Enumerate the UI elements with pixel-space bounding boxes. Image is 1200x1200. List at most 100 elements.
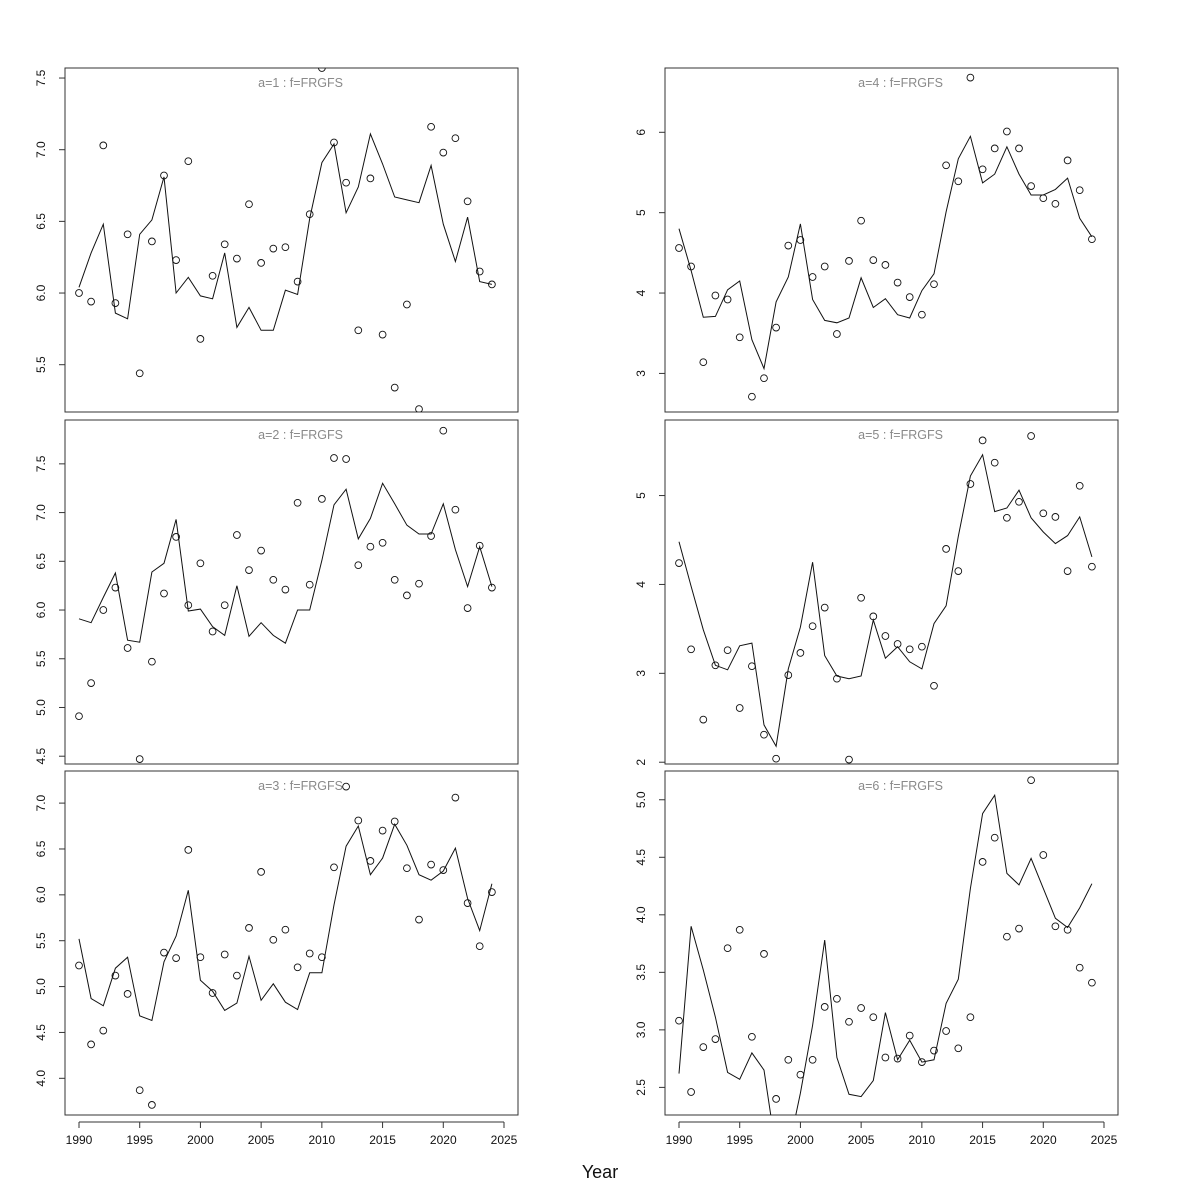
observed-point: [208, 271, 217, 280]
x-tick-label: 2010: [309, 1133, 336, 1147]
observed-point: [87, 1040, 95, 1049]
plot-area: [675, 73, 1096, 401]
y-tick-label: 7.0: [34, 141, 48, 158]
observed-point: [833, 994, 841, 1003]
observed-point: [318, 495, 326, 503]
observed-point: [281, 925, 290, 934]
observed-point: [760, 374, 768, 383]
observed-point: [869, 1013, 878, 1022]
plot-area: [75, 426, 496, 763]
observed-point: [245, 200, 253, 209]
x-tick-label: 2000: [787, 1133, 814, 1147]
observed-point: [330, 138, 338, 147]
y-tick-label: 6.0: [34, 601, 48, 618]
observed-point: [1015, 497, 1023, 506]
observed-point: [184, 157, 193, 166]
panel-3: a=2 : f=FRGFS 4.5 5.0 5.5 6.0 6.5 7.0 7.5: [34, 419, 519, 765]
observed-point: [808, 273, 817, 281]
observed-point: [403, 591, 411, 600]
observed-point: [784, 671, 793, 679]
observed-point: [354, 816, 363, 825]
observed-point: [415, 915, 423, 924]
y-tick-label: 5: [634, 209, 648, 216]
observed-point: [403, 300, 411, 309]
observed-point: [463, 197, 472, 206]
observed-point: [1088, 978, 1096, 987]
observed-point: [699, 1043, 708, 1051]
y-tick-label: 3: [634, 370, 648, 377]
observed-point: [735, 704, 744, 712]
x-tick-label: 2005: [848, 1133, 875, 1147]
observed-point: [439, 866, 448, 874]
observed-point: [772, 323, 780, 332]
plot-area: [75, 782, 496, 1109]
observed-point: [488, 888, 496, 896]
observed-point: [1051, 199, 1060, 208]
observed-point: [735, 333, 744, 342]
x-tick-label: 2025: [1091, 1133, 1118, 1147]
observed-point: [808, 1055, 817, 1064]
observed-point: [918, 1058, 926, 1066]
y-tick-label: 3.0: [634, 1021, 648, 1038]
observed-point: [208, 989, 217, 997]
observed-point: [796, 236, 805, 244]
observed-point: [257, 259, 265, 267]
observed-point: [305, 580, 314, 589]
observed-point: [220, 950, 229, 959]
observed-point: [1063, 156, 1072, 165]
observed-point: [305, 949, 314, 958]
observed-point: [990, 144, 999, 153]
panel-2: a=4 : f=FRGFS 3 4 5 6: [634, 67, 1119, 413]
observed-point: [857, 593, 865, 602]
observed-point: [772, 1095, 780, 1103]
observed-point: [172, 954, 180, 962]
observed-point: [427, 122, 435, 131]
observed-point: [415, 405, 423, 412]
observed-point: [366, 174, 375, 183]
observed-point: [305, 210, 314, 219]
x-tick-label: 2020: [1030, 1133, 1057, 1147]
observed-point: [845, 1017, 853, 1026]
observed-point: [135, 755, 144, 763]
observed-point: [439, 426, 448, 435]
y-tick-label: 7.0: [34, 504, 48, 521]
observed-point: [184, 846, 193, 854]
observed-point: [293, 963, 302, 972]
observed-point: [966, 1013, 975, 1022]
y-tick-label: 2.5: [634, 1079, 648, 1096]
x-tick-label: 2005: [248, 1133, 275, 1147]
panel-5: a=3 : f=FRGFS 4.0 4.5 5.0 5.5 6.0 6.5 7.0 1990 19…: [34, 770, 519, 1147]
observed-point: [99, 141, 108, 150]
observed-point: [257, 546, 265, 555]
observed-point: [723, 295, 732, 304]
panel-1: a=1 : f=FRGFS 5.5 6.0 6.5 7.0 7.5: [34, 67, 519, 413]
panel-frame: [664, 67, 1119, 413]
observed-point: [439, 148, 448, 157]
x-tick-label: 2015: [369, 1133, 396, 1147]
observed-point: [760, 730, 768, 739]
observed-point: [342, 782, 350, 791]
observed-point: [748, 392, 756, 401]
x-tick-label: 2020: [430, 1133, 457, 1147]
observed-point: [111, 583, 120, 592]
observed-point: [845, 257, 853, 265]
observed-point: [748, 662, 756, 671]
panel-title: a=1 : f=FRGFS: [258, 76, 343, 90]
observed-point: [378, 330, 387, 339]
observed-point: [135, 369, 144, 378]
y-tick-label: 5.5: [34, 356, 48, 373]
observed-point: [748, 1032, 756, 1041]
observed-point: [269, 244, 278, 253]
observed-point: [427, 532, 435, 540]
observed-point: [390, 817, 399, 826]
observed-point: [378, 538, 387, 547]
observed-point: [75, 712, 83, 721]
y-tick-label: 3.5: [634, 964, 648, 981]
y-tick-label: 5.0: [34, 978, 48, 995]
y-tick-label: 2: [634, 759, 648, 766]
observed-point: [354, 326, 363, 335]
fitted-line: [678, 453, 1093, 748]
x-tick-label: 1990: [66, 1133, 93, 1147]
observed-point: [463, 604, 472, 612]
panel-title: a=4 : f=FRGFS: [858, 76, 943, 90]
